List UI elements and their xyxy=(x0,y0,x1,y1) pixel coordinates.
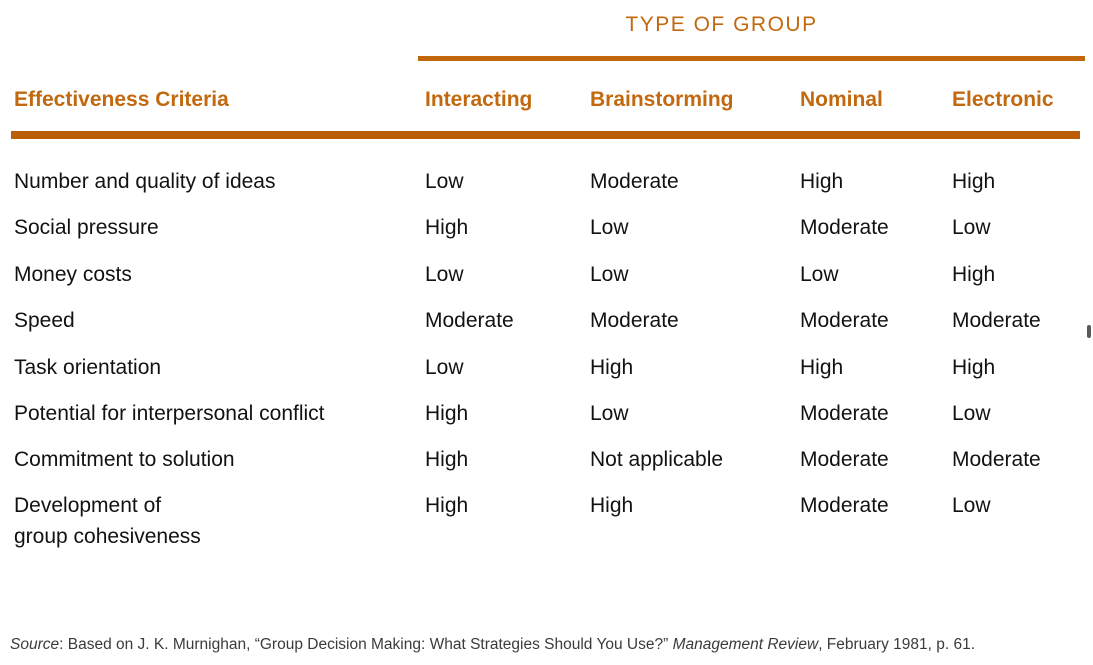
value-cell: Low xyxy=(590,402,629,425)
header-divider-rule xyxy=(11,131,1080,139)
value-cell: High xyxy=(952,170,996,193)
criteria-cell: Commitment to solution xyxy=(14,448,235,471)
value-cell: High xyxy=(952,356,996,379)
value-cell: Low xyxy=(590,263,629,286)
value-cell: High xyxy=(590,356,634,379)
value-cell: High xyxy=(425,448,469,471)
criteria-cell: Potential for interpersonal conflict xyxy=(14,402,325,425)
value-cell: High xyxy=(800,356,844,379)
value-cell: High xyxy=(425,216,469,239)
value-cell: Low xyxy=(425,170,464,193)
column-header-interacting: Interacting xyxy=(425,88,533,111)
criteria-cell: Development of group cohesiveness xyxy=(14,494,201,548)
value-cell: Low xyxy=(800,263,839,286)
value-cell: Moderate xyxy=(800,402,889,425)
criteria-cell: Number and quality of ideas xyxy=(14,170,276,193)
value-cell: Moderate xyxy=(590,170,679,193)
source-label: Source xyxy=(10,636,60,653)
title-underline-rule xyxy=(418,56,1085,61)
column-header-nominal: Nominal xyxy=(800,88,883,111)
value-cell: Low xyxy=(952,216,991,239)
source-text-end: , February 1981, p. 61. xyxy=(818,636,976,653)
value-cell: Moderate xyxy=(800,309,889,332)
value-cell: High xyxy=(952,263,996,286)
value-cell: High xyxy=(425,402,469,425)
value-cell: Low xyxy=(425,356,464,379)
criteria-cell: Money costs xyxy=(14,263,132,286)
source-journal-name: Management Review xyxy=(672,636,819,653)
column-header-brainstorming: Brainstorming xyxy=(590,88,734,111)
value-cell: Low xyxy=(425,263,464,286)
criteria-cell: Social pressure xyxy=(14,216,159,239)
page-title: TYPE OF GROUP xyxy=(625,13,818,36)
value-cell: Low xyxy=(590,216,629,239)
criteria-cell: Speed xyxy=(14,309,75,332)
value-cell: Moderate xyxy=(800,494,889,517)
source-text: : Based on J. K. Murnighan, “Group Decis… xyxy=(59,636,673,653)
value-cell: Moderate xyxy=(590,309,679,332)
value-cell: High xyxy=(425,494,469,517)
column-header-criteria: Effectiveness Criteria xyxy=(14,88,229,111)
value-cell: Moderate xyxy=(800,216,889,239)
source-citation: Source: Based on J. K. Murnighan, “Group… xyxy=(10,636,975,654)
value-cell: Low xyxy=(952,494,991,517)
criteria-cell: Task orientation xyxy=(14,356,162,379)
column-header-electronic: Electronic xyxy=(952,88,1054,111)
value-cell: Low xyxy=(952,402,991,425)
value-cell: High xyxy=(800,170,844,193)
value-cell: High xyxy=(590,494,634,517)
value-cell: Moderate xyxy=(952,448,1041,471)
value-cell: Moderate xyxy=(952,309,1041,332)
value-cell: Moderate xyxy=(800,448,889,471)
value-cell: Moderate xyxy=(425,309,514,332)
value-cell: Not applicable xyxy=(590,448,724,471)
edge-artifact-mark xyxy=(1087,325,1091,338)
